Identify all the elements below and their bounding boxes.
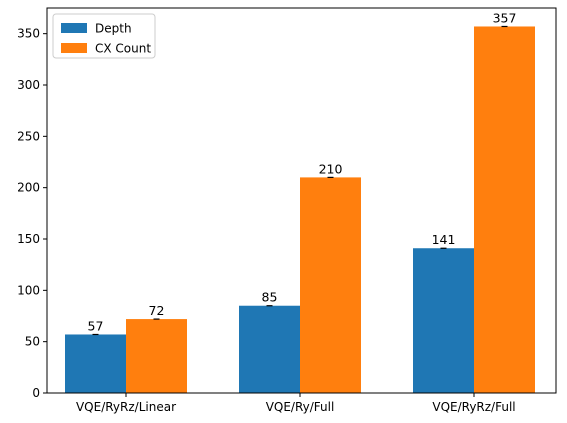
y-tick-label-250: 250 [17, 129, 40, 143]
y-tick-label-200: 200 [17, 181, 40, 195]
bars-group [65, 25, 535, 393]
bar-label-depth-1: 57 [88, 318, 104, 333]
legend-label-cx-count: CX Count [95, 42, 151, 56]
legend-swatch-depth [61, 23, 87, 33]
bar-label-cx-count-1: 72 [149, 303, 165, 318]
bar-labels-group: 57 72 85 210 141 357 [88, 10, 517, 333]
legend-swatch-cx-count [61, 43, 87, 53]
y-tick-label-0: 0 [32, 386, 40, 400]
bar-cx-count-1 [126, 319, 187, 393]
bar-label-cx-count-3: 357 [493, 10, 517, 25]
y-tick-label-300: 300 [17, 78, 40, 92]
y-tick-label-100: 100 [17, 283, 40, 297]
x-tick-label-2: VQE/Ry/Full [266, 400, 335, 414]
bar-depth-3 [413, 248, 474, 393]
x-axis: VQE/RyRz/Linear VQE/Ry/Full VQE/RyRz/Full [76, 393, 516, 414]
legend-label-depth: Depth [95, 22, 132, 36]
bar-label-depth-2: 85 [262, 290, 278, 305]
y-axis: 0 50 100 150 200 250 300 350 [17, 27, 47, 400]
bar-label-depth-3: 141 [432, 232, 456, 247]
bar-depth-1 [65, 334, 126, 393]
bar-depth-2 [239, 305, 300, 393]
legend: Depth CX Count [52, 13, 156, 59]
x-tick-label-1: VQE/RyRz/Linear [76, 400, 176, 414]
plot-frame [46, 7, 557, 394]
y-tick-label-50: 50 [25, 335, 40, 349]
bar-cx-count-2 [300, 177, 361, 393]
x-tick-label-3: VQE/RyRz/Full [432, 400, 515, 414]
plot-border [46, 7, 557, 394]
bar-label-cx-count-2: 210 [319, 161, 343, 176]
bar-cx-count-3 [474, 26, 535, 393]
y-tick-label-350: 350 [17, 27, 40, 41]
y-tick-label-150: 150 [17, 232, 40, 246]
